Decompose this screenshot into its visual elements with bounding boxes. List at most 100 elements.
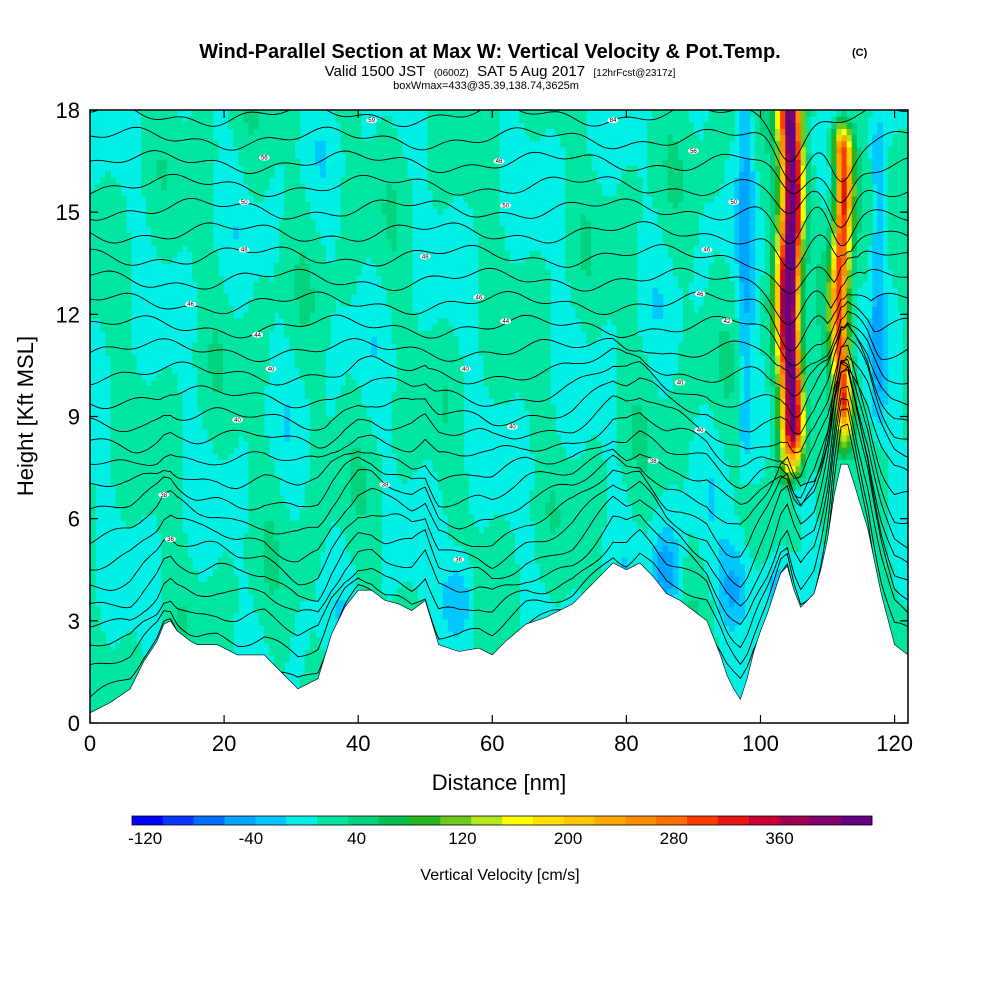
- velocity-cell: [202, 250, 209, 258]
- velocity-cell: [437, 349, 444, 356]
- velocity-cell: [355, 459, 362, 467]
- velocity-cell: [100, 637, 106, 644]
- velocity-cell: [340, 300, 347, 307]
- velocity-cell: [314, 361, 321, 369]
- velocity-cell: [136, 490, 142, 497]
- velocity-cell: [304, 483, 311, 491]
- velocity-cell: [366, 471, 372, 479]
- velocity-cell: [258, 177, 265, 185]
- velocity-cell: [366, 569, 372, 577]
- velocity-cell: [222, 391, 229, 399]
- velocity-cell: [335, 477, 342, 485]
- velocity-cell: [401, 441, 408, 448]
- velocity-cell: [422, 367, 429, 375]
- velocity-cell: [355, 471, 362, 479]
- velocity-cell: [115, 214, 122, 221]
- velocity-cell: [187, 232, 193, 240]
- velocity-cell: [493, 244, 500, 252]
- velocity-cell: [248, 373, 255, 381]
- velocity-cell: [509, 281, 515, 289]
- velocity-cell: [309, 287, 316, 295]
- velocity-cell: [442, 459, 449, 467]
- velocity-cell: [294, 318, 301, 326]
- velocity-cell: [371, 238, 377, 246]
- velocity-cell: [396, 600, 403, 608]
- velocity-cell: [340, 134, 347, 142]
- velocity-cell: [396, 214, 403, 221]
- velocity-cell: [350, 238, 357, 246]
- velocity-cell: [248, 300, 255, 307]
- velocity-cell: [345, 257, 352, 264]
- velocity-cell: [463, 600, 469, 608]
- velocity-cell: [335, 490, 342, 497]
- velocity-cell: [212, 422, 219, 430]
- velocity-cell: [345, 483, 352, 491]
- velocity-cell: [401, 281, 408, 289]
- velocity-cell: [381, 238, 388, 246]
- velocity-cell: [478, 146, 485, 154]
- velocity-cell: [452, 624, 459, 632]
- velocity-cell: [447, 189, 454, 197]
- velocity-cell: [182, 165, 188, 172]
- velocity-cell: [320, 441, 326, 448]
- velocity-cell: [534, 465, 541, 473]
- velocity-cell: [197, 244, 204, 252]
- velocity-cell: [136, 477, 142, 485]
- velocity-cell: [447, 490, 454, 497]
- velocity-cell: [539, 336, 546, 344]
- velocity-cell: [391, 287, 398, 295]
- velocity-cell: [115, 220, 122, 228]
- velocity-cell: [156, 471, 163, 479]
- velocity-cell: [176, 508, 183, 516]
- velocity-cell: [171, 201, 178, 209]
- velocity-cell: [248, 183, 255, 191]
- velocity-cell: [268, 490, 275, 497]
- velocity-cell: [534, 447, 541, 454]
- velocity-cell: [130, 471, 137, 479]
- velocity-cell: [197, 275, 204, 283]
- velocity-cell: [130, 496, 137, 503]
- velocity-cell: [207, 140, 214, 148]
- velocity-cell: [166, 520, 173, 528]
- velocity-cell: [437, 208, 444, 215]
- velocity-cell: [299, 367, 306, 375]
- velocity-cell: [192, 275, 198, 283]
- velocity-cell: [478, 201, 485, 209]
- velocity-cell: [289, 557, 296, 565]
- velocity-cell: [279, 502, 285, 510]
- velocity-cell: [110, 373, 117, 381]
- velocity-cell: [325, 520, 331, 528]
- velocity-cell: [146, 146, 152, 154]
- velocity-cell: [115, 275, 122, 283]
- velocity-cell: [212, 447, 219, 454]
- velocity-cell: [320, 447, 326, 454]
- velocity-cell: [248, 514, 255, 522]
- velocity-cell: [90, 606, 96, 614]
- velocity-cell: [452, 110, 459, 117]
- velocity-cell: [238, 330, 244, 338]
- velocity-cell: [412, 367, 418, 375]
- velocity-cell: [166, 539, 173, 546]
- velocity-cell: [120, 349, 127, 356]
- velocity-cell: [248, 318, 255, 326]
- velocity-cell: [146, 110, 152, 117]
- velocity-cell: [320, 508, 326, 516]
- velocity-cell: [212, 637, 219, 644]
- velocity-cell: [217, 367, 224, 375]
- velocity-cell: [473, 557, 480, 565]
- velocity-cell: [406, 447, 413, 454]
- velocity-cell: [314, 391, 321, 399]
- velocity-cell: [539, 385, 546, 393]
- velocity-cell: [192, 269, 198, 277]
- velocity-cell: [345, 226, 352, 234]
- velocity-cell: [207, 624, 214, 632]
- velocity-cell: [335, 606, 342, 614]
- velocity-cell: [366, 582, 372, 589]
- velocity-cell: [299, 263, 306, 270]
- velocity-cell: [233, 324, 239, 332]
- velocity-cell: [437, 398, 444, 405]
- velocity-cell: [529, 324, 536, 332]
- velocity-cell: [529, 441, 536, 448]
- velocity-cell: [304, 220, 311, 228]
- velocity-cell: [136, 410, 142, 418]
